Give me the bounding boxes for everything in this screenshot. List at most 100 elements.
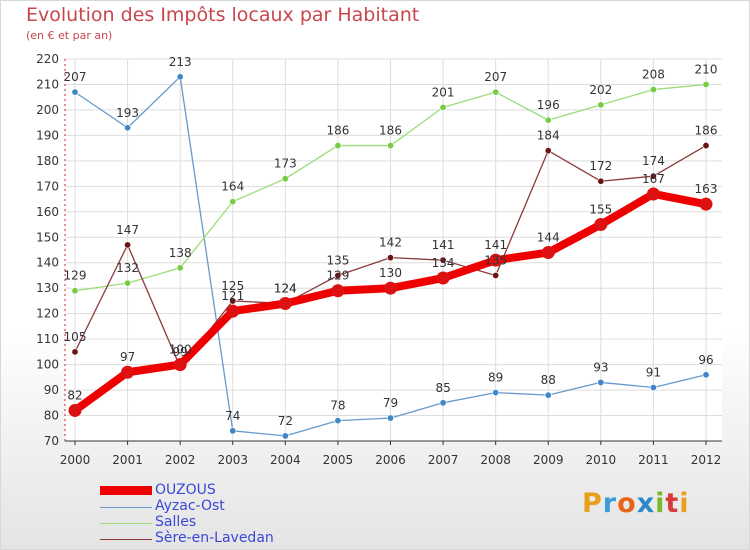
data-label-ayzac-ost: 213 bbox=[169, 55, 192, 69]
x-tick-label: 2011 bbox=[638, 453, 669, 467]
chart-title: Evolution des Impôts locaux par Habitant bbox=[26, 4, 420, 26]
data-point-ouzous bbox=[226, 304, 240, 318]
data-point-s-re-en-lavedan bbox=[229, 297, 237, 305]
data-label-ouzous: 121 bbox=[221, 289, 244, 303]
data-label-s-re-en-lavedan: 135 bbox=[326, 253, 349, 267]
x-tick-label: 2000 bbox=[60, 453, 91, 467]
data-label-ouzous: 141 bbox=[484, 238, 507, 252]
x-tick-label: 2006 bbox=[375, 453, 406, 467]
data-point-ouzous bbox=[541, 246, 555, 260]
y-tick-label: 180 bbox=[36, 154, 59, 168]
data-point-s-re-en-lavedan bbox=[124, 241, 132, 249]
data-point-s-re-en-lavedan bbox=[71, 348, 79, 356]
data-label-s-re-en-lavedan: 147 bbox=[116, 223, 139, 237]
legend-label-sere-en-lavedan: Sère-en-Lavedan bbox=[155, 530, 274, 546]
y-tick-label: 210 bbox=[36, 77, 59, 91]
data-label-ouzous: 155 bbox=[589, 203, 612, 217]
data-label-salles: 132 bbox=[116, 261, 139, 275]
data-point-ayzac-ost bbox=[597, 378, 605, 386]
data-point-ayzac-ost bbox=[229, 427, 237, 435]
data-label-salles: 129 bbox=[64, 269, 87, 283]
data-point-ayzac-ost bbox=[439, 399, 447, 407]
data-point-salles bbox=[597, 101, 605, 109]
logo-letter: i bbox=[655, 488, 666, 519]
data-label-s-re-en-lavedan: 174 bbox=[642, 154, 665, 168]
data-point-salles bbox=[176, 264, 184, 272]
data-label-ouzous: 97 bbox=[120, 350, 135, 364]
y-tick-label: 100 bbox=[36, 358, 59, 372]
data-point-ouzous bbox=[646, 187, 660, 201]
data-point-ouzous bbox=[121, 365, 135, 379]
data-point-ayzac-ost bbox=[702, 371, 710, 379]
legend-label-salles: Salles bbox=[155, 514, 197, 530]
data-label-s-re-en-lavedan: 125 bbox=[221, 279, 244, 293]
data-point-salles bbox=[281, 175, 289, 183]
data-point-salles bbox=[124, 279, 132, 287]
data-label-s-re-en-lavedan: 184 bbox=[537, 129, 560, 143]
y-tick-label: 90 bbox=[44, 383, 59, 397]
data-label-ouzous: 130 bbox=[379, 266, 402, 280]
data-label-salles: 164 bbox=[221, 180, 244, 194]
proxiti-logo: Proxiti bbox=[582, 488, 690, 519]
data-label-s-re-en-lavedan: 105 bbox=[64, 330, 87, 344]
data-label-ouzous: 144 bbox=[537, 231, 560, 245]
data-label-ayzac-ost: 89 bbox=[488, 371, 503, 385]
x-tick-label: 2010 bbox=[586, 453, 617, 467]
data-point-ouzous bbox=[699, 197, 713, 211]
x-tick-label: 2012 bbox=[691, 453, 722, 467]
data-point-salles bbox=[492, 88, 500, 96]
data-label-salles: 202 bbox=[589, 83, 612, 97]
logo-letter: i bbox=[679, 488, 690, 519]
data-label-ayzac-ost: 78 bbox=[330, 399, 345, 413]
data-label-salles: 207 bbox=[484, 70, 507, 84]
data-label-ayzac-ost: 85 bbox=[435, 381, 450, 395]
data-label-ouzous: 167 bbox=[642, 172, 665, 186]
data-point-ayzac-ost bbox=[124, 124, 132, 132]
x-tick-label: 2002 bbox=[165, 453, 196, 467]
data-point-salles bbox=[439, 103, 447, 111]
data-point-ouzous bbox=[594, 218, 608, 232]
logo-letter: t bbox=[665, 488, 680, 519]
y-tick-label: 110 bbox=[36, 332, 59, 346]
data-point-ayzac-ost bbox=[386, 414, 394, 422]
logo-letter: o bbox=[617, 488, 637, 519]
data-label-ayzac-ost: 74 bbox=[225, 409, 240, 423]
data-label-s-re-en-lavedan: 186 bbox=[695, 124, 718, 138]
data-label-salles: 138 bbox=[169, 246, 192, 260]
data-point-s-re-en-lavedan bbox=[492, 271, 500, 279]
data-label-salles: 208 bbox=[642, 68, 665, 82]
logo-letter: P bbox=[582, 488, 603, 519]
data-label-salles: 196 bbox=[537, 98, 560, 112]
x-tick-label: 2009 bbox=[533, 453, 564, 467]
data-point-ayzac-ost bbox=[544, 391, 552, 399]
plot-area bbox=[65, 59, 722, 441]
y-tick-label: 150 bbox=[36, 230, 59, 244]
data-label-ayzac-ost: 72 bbox=[278, 414, 293, 428]
data-point-ouzous bbox=[331, 284, 345, 298]
data-point-ouzous bbox=[278, 296, 292, 310]
legend-swatch-salles bbox=[100, 523, 152, 524]
data-point-ayzac-ost bbox=[649, 384, 657, 392]
data-point-s-re-en-lavedan bbox=[597, 177, 605, 185]
data-point-s-re-en-lavedan bbox=[649, 172, 657, 180]
data-point-ouzous bbox=[384, 281, 397, 295]
data-point-ayzac-ost bbox=[334, 417, 342, 425]
data-point-s-re-en-lavedan bbox=[702, 142, 710, 150]
y-tick-label: 190 bbox=[36, 128, 59, 142]
data-point-ayzac-ost bbox=[71, 88, 79, 96]
y-tick-label: 120 bbox=[36, 307, 59, 321]
data-point-ouzous bbox=[68, 403, 82, 417]
data-label-ouzous: 124 bbox=[274, 281, 297, 295]
y-tick-label: 80 bbox=[44, 409, 59, 423]
y-tick-label: 140 bbox=[36, 256, 59, 270]
data-point-salles bbox=[544, 116, 552, 124]
data-point-ouzous bbox=[489, 253, 503, 267]
data-point-salles bbox=[229, 198, 237, 206]
x-tick-label: 2007 bbox=[428, 453, 459, 467]
logo-letter: r bbox=[602, 488, 618, 519]
y-tick-label: 220 bbox=[36, 52, 59, 66]
data-label-s-re-en-lavedan: 135 bbox=[484, 253, 507, 267]
data-label-ouzous: 134 bbox=[432, 256, 455, 270]
x-tick-label: 2008 bbox=[480, 453, 511, 467]
